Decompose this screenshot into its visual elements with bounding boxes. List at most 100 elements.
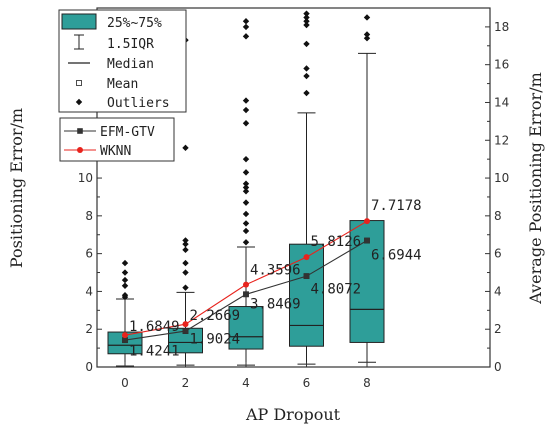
outlier-point bbox=[242, 97, 250, 104]
outlier-point bbox=[242, 199, 250, 206]
series-point-EFM-GTV bbox=[182, 328, 189, 334]
outlier-point bbox=[363, 14, 371, 21]
outlier-point bbox=[121, 259, 129, 267]
y-tick-label-right: 6 bbox=[494, 247, 502, 261]
outlier-point bbox=[242, 220, 250, 227]
value-annotation: 1.4241 bbox=[129, 344, 180, 360]
y-tick-label-left: 2 bbox=[85, 322, 93, 336]
legend-marker bbox=[77, 147, 83, 153]
outlier-point bbox=[182, 269, 189, 276]
outlier-point bbox=[182, 144, 189, 152]
outlier-point bbox=[182, 259, 189, 267]
value-annotation: 7.7178 bbox=[371, 198, 422, 214]
legend-swatch-outlier bbox=[75, 98, 83, 106]
series-point-EFM-GTV bbox=[243, 291, 249, 298]
outlier-point bbox=[182, 246, 189, 254]
legend-series: EFM-GTV WKNN bbox=[59, 117, 175, 162]
outlier-point bbox=[182, 240, 189, 248]
outlier-point bbox=[303, 40, 310, 48]
box-0 bbox=[107, 259, 143, 367]
value-annotation: 1.6849 bbox=[129, 319, 180, 335]
outlier-point bbox=[242, 18, 250, 25]
outlier-point bbox=[363, 31, 371, 38]
outlier-point bbox=[242, 33, 250, 40]
outlier-point bbox=[242, 106, 250, 114]
y-tick-label-right: 16 bbox=[494, 58, 509, 72]
y-tick-label-right: 8 bbox=[494, 209, 502, 223]
y-tick-label-left: 8 bbox=[85, 209, 93, 223]
series-point-EFM-GTV bbox=[364, 237, 370, 244]
legend-label: 25%~75% bbox=[107, 16, 162, 31]
x-tick-label: 8 bbox=[363, 376, 371, 390]
y-tick-label-right: 18 bbox=[494, 20, 509, 34]
outlier-point bbox=[303, 89, 310, 97]
y-tick-label-left: 6 bbox=[85, 247, 93, 261]
outlier-point bbox=[303, 72, 310, 80]
y-tick-label-right: 0 bbox=[494, 360, 502, 374]
outlier-point bbox=[242, 23, 250, 31]
y-tick-label-left: 0 bbox=[85, 360, 93, 374]
x-tick-label: 0 bbox=[121, 376, 129, 390]
series-point-WKNN bbox=[243, 281, 249, 288]
legend-label: Median bbox=[107, 57, 154, 72]
outlier-point bbox=[182, 237, 189, 244]
plot-frame bbox=[96, 7, 491, 368]
outlier-point bbox=[242, 180, 250, 187]
y-axis-title-left: Positioning Error/m bbox=[7, 108, 26, 268]
value-annotation: 3.8469 bbox=[250, 296, 301, 312]
box-6 bbox=[289, 10, 324, 365]
x-tick-label: 2 bbox=[182, 376, 190, 390]
outlier-point bbox=[303, 65, 310, 72]
y-tick-label-right: 10 bbox=[494, 171, 509, 185]
value-annotation: 6.6944 bbox=[371, 247, 422, 263]
value-annotation: 2.2669 bbox=[190, 308, 241, 324]
legend-label: WKNN bbox=[100, 144, 131, 159]
outlier-point bbox=[303, 18, 310, 25]
y-tick-label-right: 4 bbox=[494, 284, 502, 298]
series-point-EFM-GTV bbox=[303, 273, 310, 279]
legend-marker bbox=[77, 128, 83, 134]
outlier-point bbox=[182, 284, 189, 291]
outlier-point bbox=[363, 35, 371, 42]
outlier-point bbox=[121, 276, 129, 284]
outlier-point bbox=[242, 210, 250, 218]
legend-swatch-iqr bbox=[61, 13, 97, 30]
series-point-WKNN bbox=[122, 332, 128, 339]
outlier-point bbox=[242, 169, 250, 176]
outlier-point bbox=[242, 188, 250, 195]
series-point-WKNN bbox=[182, 321, 189, 328]
outlier-point bbox=[242, 120, 250, 127]
x-axis-title: AP Dropout bbox=[245, 405, 341, 424]
legend-frame bbox=[59, 117, 175, 162]
outlier-point bbox=[303, 21, 310, 29]
iqr-box bbox=[289, 243, 324, 347]
legend-label: Mean bbox=[107, 77, 138, 92]
value-annotation: 5.8126 bbox=[311, 234, 362, 250]
y-axis-title-right: Average Positioning Error/m bbox=[526, 72, 545, 305]
legend-label: Outliers bbox=[107, 96, 170, 111]
outlier-point bbox=[121, 282, 129, 289]
value-annotation: 4.8072 bbox=[311, 281, 362, 297]
box-8 bbox=[349, 14, 385, 363]
series-point-EFM-GTV bbox=[122, 337, 128, 343]
y-tick-label-left: 10 bbox=[78, 171, 93, 185]
legend-label: 1.5IQR bbox=[107, 37, 154, 52]
outlier-point bbox=[303, 10, 310, 17]
y-tick-label-right: 14 bbox=[494, 95, 509, 109]
outlier-point bbox=[121, 269, 129, 276]
outlier-point bbox=[242, 184, 250, 191]
outlier-point bbox=[303, 14, 310, 21]
iqr-box bbox=[228, 306, 264, 350]
y-tick-label-right: 2 bbox=[494, 322, 502, 336]
x-tick-label: 6 bbox=[303, 376, 311, 390]
outlier-point bbox=[121, 292, 129, 299]
box-4 bbox=[228, 18, 264, 366]
legend-label: EFM-GTV bbox=[100, 125, 155, 140]
y-tick-label-left: 4 bbox=[85, 284, 93, 298]
series-point-WKNN bbox=[364, 218, 370, 225]
outlier-point bbox=[242, 227, 250, 235]
series-point-WKNN bbox=[303, 254, 310, 261]
legend-swatch-mean bbox=[76, 80, 82, 86]
value-annotation: 4.3596 bbox=[250, 262, 301, 278]
legend-boxplot: 25%~75% 1.5IQR Median Mean Outliers bbox=[58, 9, 187, 113]
